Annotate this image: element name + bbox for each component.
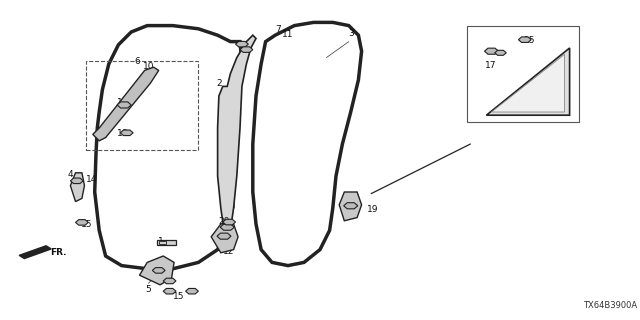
Bar (467, 26, 579, 122)
Polygon shape (70, 173, 84, 202)
Polygon shape (140, 256, 174, 285)
Polygon shape (236, 41, 248, 47)
Text: 9: 9 (557, 86, 563, 95)
Text: 11: 11 (282, 30, 294, 39)
Polygon shape (492, 54, 564, 112)
Polygon shape (76, 220, 88, 225)
Text: 5: 5 (146, 285, 151, 294)
Text: 3: 3 (348, 29, 353, 38)
Text: 15: 15 (173, 292, 185, 301)
Polygon shape (120, 130, 133, 136)
Text: 16: 16 (117, 129, 129, 138)
Text: 20: 20 (218, 217, 230, 226)
Polygon shape (163, 278, 176, 284)
Text: 2: 2 (216, 79, 221, 88)
Text: 12: 12 (223, 247, 235, 256)
Text: 14: 14 (86, 175, 97, 184)
Polygon shape (19, 246, 51, 259)
Polygon shape (117, 102, 131, 108)
Polygon shape (486, 48, 570, 115)
Polygon shape (217, 233, 231, 239)
Polygon shape (220, 224, 234, 230)
Polygon shape (218, 35, 256, 240)
Polygon shape (152, 268, 165, 273)
Text: 6: 6 (134, 57, 140, 66)
Polygon shape (240, 47, 253, 52)
Text: FR.: FR. (50, 248, 67, 257)
Polygon shape (339, 192, 362, 221)
Polygon shape (211, 224, 238, 253)
Polygon shape (93, 67, 159, 141)
Text: 15: 15 (81, 220, 93, 229)
Text: 15: 15 (524, 36, 535, 44)
Polygon shape (518, 37, 531, 43)
Polygon shape (70, 178, 83, 184)
Polygon shape (163, 288, 176, 294)
Text: 13: 13 (554, 92, 566, 100)
Text: 1: 1 (159, 237, 164, 246)
Text: 18: 18 (117, 98, 129, 107)
Text: 17: 17 (484, 61, 496, 70)
Text: 7: 7 (276, 25, 281, 34)
Polygon shape (186, 288, 198, 294)
Polygon shape (344, 203, 358, 209)
Text: TX64B3900A: TX64B3900A (582, 301, 637, 310)
Polygon shape (484, 48, 499, 54)
Text: 4: 4 (68, 170, 73, 179)
Bar (157, 240, 176, 245)
Bar (159, 241, 166, 244)
Text: 10: 10 (143, 62, 154, 71)
Polygon shape (223, 219, 236, 225)
Bar (86, 61, 198, 150)
Polygon shape (495, 50, 506, 55)
Text: 8: 8 (225, 242, 230, 251)
Text: 19: 19 (367, 205, 378, 214)
